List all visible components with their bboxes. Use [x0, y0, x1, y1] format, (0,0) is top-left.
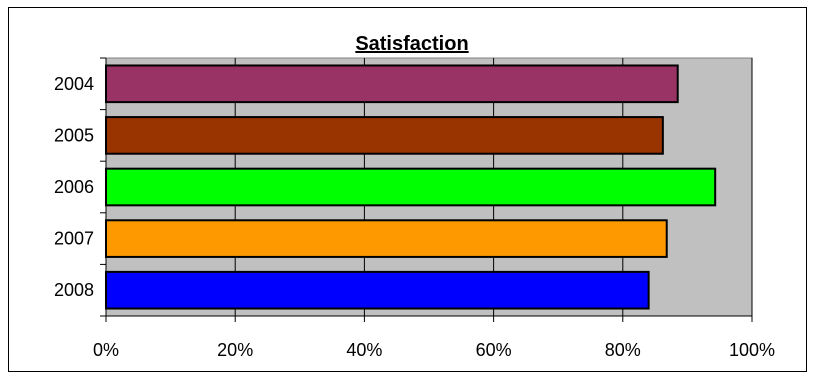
x-tick-label: 80% — [605, 340, 641, 360]
x-tick-label: 0% — [93, 340, 119, 360]
tick-labels: 0% 20% 40% 60% 80% 100% 2004 2005 2006 2007 2008 — [54, 74, 775, 360]
y-category-label: 2005 — [54, 125, 94, 145]
bar-2008 — [105, 270, 650, 310]
bar-2005 — [105, 116, 664, 155]
y-category-label: 2008 — [54, 280, 94, 300]
y-category-label: 2007 — [54, 229, 94, 249]
chart-title: Satisfaction — [355, 33, 468, 55]
x-tick-label: 60% — [476, 340, 512, 360]
y-category-label: 2004 — [54, 74, 94, 94]
bar-2007 — [105, 219, 668, 258]
bar-2004 — [105, 64, 679, 104]
axes — [100, 57, 753, 322]
y-category-label: 2006 — [54, 177, 94, 197]
bars — [105, 64, 717, 310]
x-tick-label: 40% — [346, 340, 382, 360]
x-tick-label: 100% — [729, 340, 775, 360]
x-tick-label: 20% — [217, 340, 253, 360]
bar-2006 — [105, 167, 717, 207]
